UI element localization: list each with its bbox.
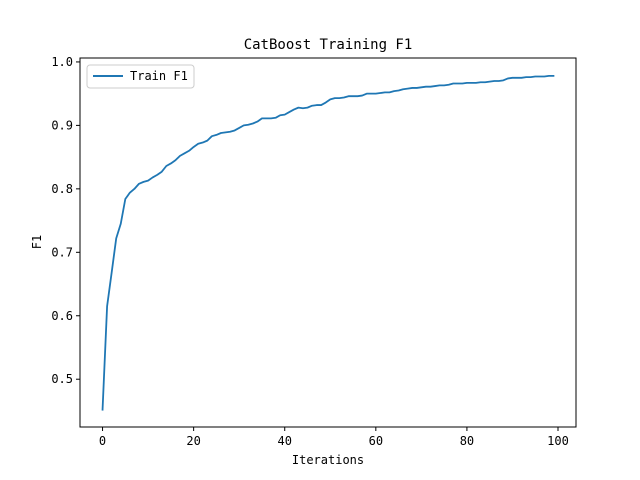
x-tick-label: 60: [369, 434, 383, 448]
y-tick-label: 1.0: [51, 55, 73, 69]
x-axis: 0 20 40 60 80 100: [99, 427, 569, 448]
series-layer: [101, 74, 555, 411]
x-tick-label: 100: [547, 434, 569, 448]
series-line-train-f1: [101, 74, 555, 411]
plot-area: 0 20 40 60 80 100 0.5 0.6 0.7 0.8 0.9 1.0: [51, 55, 577, 448]
y-tick-label: 0.5: [51, 372, 73, 386]
legend: Train F1: [86, 64, 195, 89]
chart-title: CatBoost Training F1: [244, 37, 413, 53]
y-tick-label: 0.7: [51, 245, 73, 259]
x-tick-label: 40: [278, 434, 292, 448]
y-tick-label: 0.9: [51, 118, 73, 132]
x-tick-label: 20: [186, 434, 200, 448]
legend-box: [86, 64, 195, 89]
x-tick-label: 80: [460, 434, 474, 448]
y-tick-label: 0.6: [51, 309, 73, 323]
y-axis-label: F1: [30, 235, 44, 249]
y-tick-label: 0.8: [51, 182, 73, 196]
x-tick-label: 0: [99, 434, 106, 448]
legend-label: Train F1: [130, 69, 188, 83]
y-axis: 0.5 0.6 0.7 0.8 0.9 1.0: [51, 55, 80, 386]
axes-frame: [79, 57, 577, 428]
x-axis-label: Iterations: [292, 453, 364, 467]
